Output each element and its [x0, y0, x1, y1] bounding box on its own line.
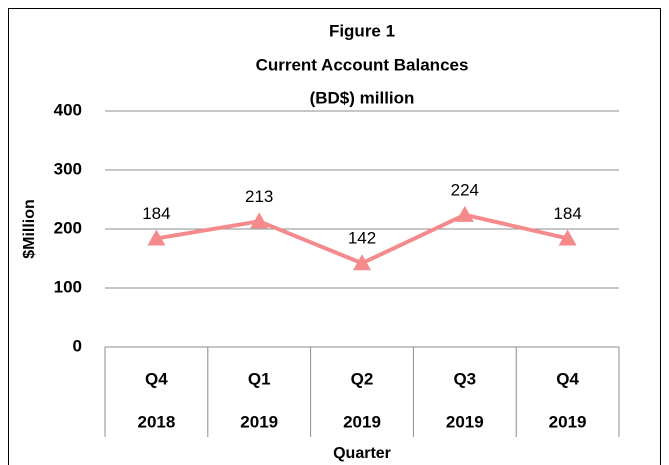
chart-title: (BD$) million — [310, 88, 415, 107]
x-tick-label: 2018 — [137, 412, 175, 431]
y-tick-label: 0 — [73, 336, 82, 355]
x-tick-label: Q1 — [248, 369, 271, 388]
y-axis-label: $Million — [21, 199, 38, 259]
chart-title: Current Account Balances — [256, 55, 469, 74]
x-tick-label: Q2 — [351, 369, 374, 388]
y-tick-label: 200 — [54, 218, 82, 237]
x-tick-label: 2019 — [549, 412, 587, 431]
x-tick-label: Q3 — [453, 369, 476, 388]
data-label: 224 — [451, 180, 479, 199]
data-label: 142 — [348, 229, 376, 248]
data-label: 213 — [245, 187, 273, 206]
marker — [250, 212, 269, 229]
marker — [455, 205, 474, 222]
x-tick-label: 2019 — [343, 412, 381, 431]
x-axis-label: Quarter — [333, 445, 391, 462]
data-label: 184 — [142, 204, 170, 223]
x-tick-label: Q4 — [556, 369, 579, 388]
x-tick-label: Q4 — [145, 369, 168, 388]
y-tick-label: 400 — [54, 100, 82, 119]
data-label: 184 — [553, 204, 581, 223]
chart-title: Figure 1 — [329, 21, 395, 40]
y-tick-label: 100 — [54, 277, 82, 296]
marker — [353, 254, 371, 271]
marker — [147, 229, 166, 246]
y-tick-label: 300 — [54, 159, 82, 178]
x-tick-label: 2019 — [446, 412, 484, 431]
marker — [558, 229, 577, 246]
x-tick-label: 2019 — [240, 412, 278, 431]
